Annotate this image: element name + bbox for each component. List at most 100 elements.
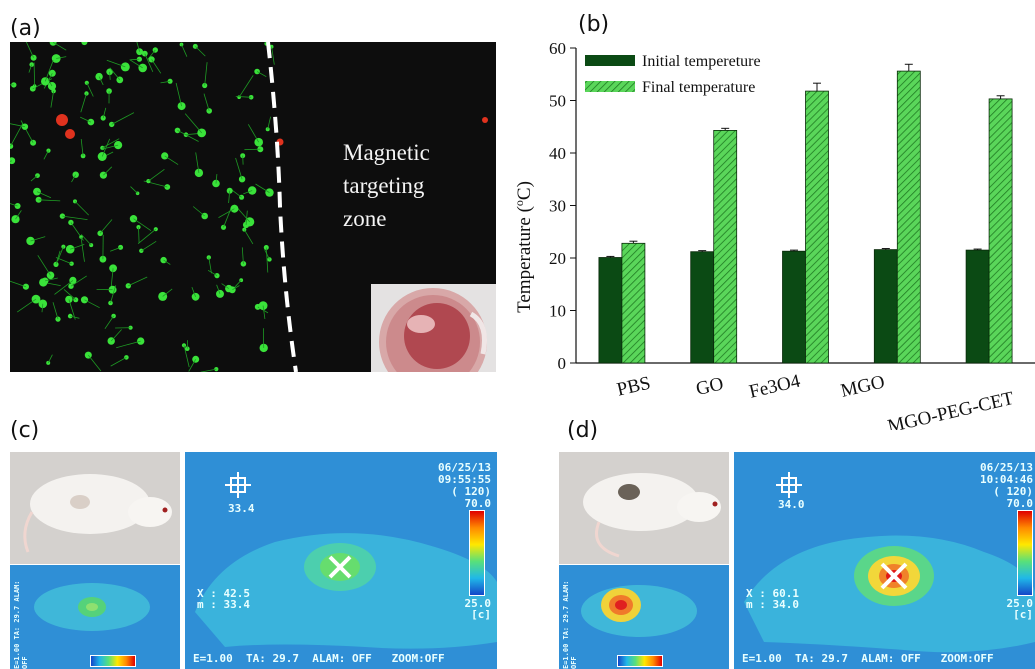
neurite (74, 201, 89, 216)
neuron-cell (161, 152, 169, 160)
neuron-cell (202, 82, 208, 89)
neurite (80, 234, 92, 246)
neuron-cell (35, 196, 42, 203)
crosshair-value-c: 33.4 (228, 502, 255, 515)
thermal-scale-min-c: 25.0 [c] (465, 598, 492, 620)
chart-legend: Initial tempereture Final temperature (585, 53, 761, 96)
neuron-cell (263, 245, 269, 250)
x-tick-label: MGO-PEG-CET (886, 388, 1017, 430)
neurite (43, 150, 49, 160)
neuron-cell (128, 325, 133, 330)
neurite (30, 175, 38, 182)
neurite (128, 276, 148, 287)
neurite (101, 138, 111, 157)
neuron-cell (11, 82, 17, 88)
thermal-time-c: 09:55:55 (438, 473, 491, 486)
bar-final-mgo-peg-cet (988, 98, 1013, 364)
neurite (63, 289, 77, 301)
thermal-readout-d: X : 60.1 m : 34.0 (746, 588, 799, 610)
neurite (110, 285, 117, 304)
neurite (47, 354, 53, 364)
zone-boundary-line (266, 42, 298, 372)
thermal-marker-c (328, 555, 352, 579)
neurite (106, 59, 126, 68)
y-axis-title-end: C) (514, 181, 535, 200)
neurite (148, 168, 165, 182)
panel-a-label: (a) (10, 16, 41, 41)
legend-swatch-final (585, 81, 635, 92)
neuron-cell (109, 121, 115, 128)
neurite (52, 302, 59, 320)
legend-swatch-initial (585, 55, 635, 66)
neurite (110, 247, 121, 252)
neurite (208, 257, 212, 274)
bar-initial-pbs (598, 257, 623, 364)
neuron-cells-drawing (10, 42, 488, 372)
neurite (255, 183, 270, 193)
zone-text-line-3: zone (343, 206, 387, 231)
neurite (267, 116, 271, 130)
bar-final-go (713, 130, 738, 364)
legend-label-initial: Initial tempereture (642, 53, 761, 70)
neurite (207, 269, 218, 276)
thermal-drawing-d (734, 452, 1035, 669)
neurite (138, 227, 140, 244)
y-tick-label: 40 (549, 144, 566, 163)
neurite (103, 166, 113, 176)
y-axis-title-main: Temperature ( (514, 206, 535, 313)
panel-c-label: (c) (10, 418, 40, 443)
crosshair-value-d: 34.0 (778, 498, 805, 511)
thermal-image-c: 33.4 06/25/13 09:55:55 ( 120) 70.0 25.0 … (185, 452, 497, 669)
neurite (55, 250, 61, 265)
neuron-cell (108, 285, 117, 294)
neurite (238, 75, 254, 98)
neuron-cell (26, 236, 35, 246)
neurite (98, 76, 104, 86)
neurite (228, 190, 231, 204)
y-tick-label: 60 (549, 40, 566, 58)
neurite (144, 53, 154, 72)
neuron-cell (81, 42, 88, 46)
zone-text-line-2: targeting (343, 173, 425, 198)
neurite (80, 116, 92, 123)
neurite (54, 280, 74, 295)
thermal-scale-min-d: 25.0 [c] (1007, 598, 1034, 620)
neurite (215, 174, 218, 184)
neuron-cell (68, 283, 74, 289)
thermal-x-readout-d: X : 60.1 (746, 587, 799, 600)
thermal-date-d: 06/25/13 (980, 461, 1033, 474)
neurite (116, 340, 141, 349)
neurite (181, 44, 188, 57)
neurite (195, 46, 206, 57)
x-tick-label: Fe3O4 (747, 370, 803, 402)
neurite (247, 124, 260, 143)
bar-final-pbs (621, 242, 646, 364)
x-tick-label: GO (694, 373, 725, 400)
fluorescence-micrograph: Magnetic targeting zone (10, 42, 496, 372)
neurite (110, 329, 122, 342)
neuron-cell (269, 44, 274, 49)
neurite (80, 236, 85, 262)
thermal-unit-d: [c] (1013, 608, 1033, 621)
bar-initial-mgo-peg-cet (965, 249, 990, 364)
neurite (271, 46, 275, 65)
neurite (164, 155, 179, 165)
neurite (102, 107, 107, 119)
neurite (137, 228, 157, 245)
neuron-cell (61, 244, 66, 249)
panel-b-label: (b) (578, 12, 610, 37)
well-drawing (371, 284, 496, 372)
neurite (102, 138, 120, 149)
thermal-range-c: ( 120) (451, 485, 491, 498)
neurite (10, 203, 18, 207)
neuron-cell (191, 292, 200, 301)
neurite (162, 288, 173, 297)
y-tick-label: 10 (549, 302, 566, 321)
bar-final-fe3o4 (805, 90, 829, 364)
neurite (71, 174, 77, 183)
neuron-cell (99, 255, 107, 263)
neurite (30, 236, 46, 242)
neurite (221, 283, 230, 289)
neurite (38, 199, 61, 202)
neuron-cell (10, 157, 16, 165)
